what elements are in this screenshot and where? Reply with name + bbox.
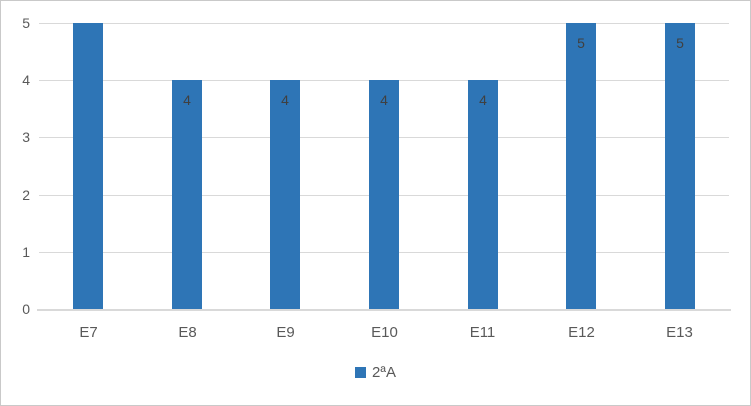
x-tick-label-E11: E11 [469,324,496,341]
gridline-y5 [39,23,729,24]
bar-E9 [270,80,300,309]
bar-E13 [665,23,695,309]
x-tick-label-E12: E12 [568,324,595,341]
x-tick-label-E9: E9 [276,324,295,341]
x-tick-label-E10: E10 [371,324,398,341]
bar-data-label-E13: 5 [676,35,684,51]
y-tick-label-0: 0 [22,301,30,317]
bar-E12 [566,23,596,309]
y-tick-label-5: 5 [22,15,30,31]
y-tick-label-1: 1 [22,244,30,260]
x-tick-label-E8: E8 [178,324,197,341]
y-tick-label-2: 2 [22,187,30,203]
x-tick-label-E7: E7 [79,324,98,341]
bar-E8 [172,80,202,309]
bar-E10 [369,80,399,309]
bar-data-label-E9: 4 [281,92,289,108]
y-tick-label-4: 4 [22,72,30,88]
legend-swatch-icon [355,367,367,378]
legend-series-label: 2ªA [372,364,396,381]
bar-data-label-E10: 4 [380,92,388,108]
legend: 2ªA [1,365,750,380]
y-tick-label-3: 3 [22,129,30,145]
bar-E7 [73,23,103,309]
bar-data-label-E12: 5 [577,35,585,51]
x-axis-line [37,309,731,311]
bar-data-label-E11: 4 [479,92,487,108]
bar-data-label-E8: 4 [183,92,191,108]
x-tick-label-E13: E13 [666,324,693,341]
bar-E11 [468,80,498,309]
